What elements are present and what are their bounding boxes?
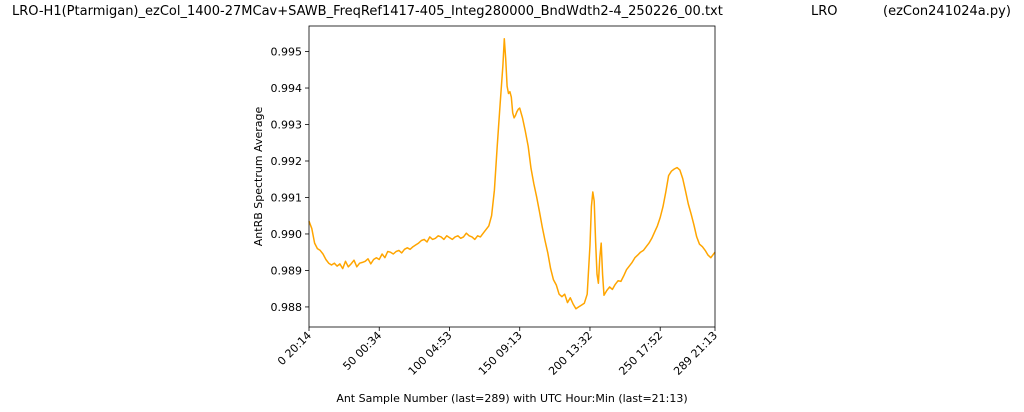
y-axis-label: AntRB Spectrum Average bbox=[252, 107, 265, 247]
y-tick-label: 0.995 bbox=[271, 46, 303, 59]
y-tick-label: 0.994 bbox=[271, 82, 303, 95]
chart-title-site: LRO bbox=[811, 4, 838, 19]
x-tick-label: 100 04:53 bbox=[406, 329, 455, 378]
plot-area bbox=[308, 25, 716, 328]
chart-title-script: (ezCon241024a.py) bbox=[883, 4, 1011, 19]
x-tick-label: 50 00:34 bbox=[340, 329, 384, 373]
y-tick-label: 0.993 bbox=[271, 119, 303, 132]
y-tick-label: 0.992 bbox=[271, 155, 303, 168]
x-axis: 0 20:14 50 00:34 100 04:53 150 09:13 200 13:… bbox=[275, 327, 720, 378]
x-tick-label: 289 21:13 bbox=[671, 329, 720, 378]
y-tick-label: 0.990 bbox=[271, 228, 303, 241]
x-tick-label: 150 09:13 bbox=[476, 329, 525, 378]
y-tick-label: 0.991 bbox=[271, 191, 303, 204]
series-line bbox=[308, 38, 716, 310]
x-tick-label: 0 20:14 bbox=[275, 329, 314, 368]
x-tick-label: 250 17:52 bbox=[616, 329, 665, 378]
y-axis: 0.988 0.989 0.990 0.991 0.992 0.993 0.994 0.995 bbox=[271, 46, 309, 314]
x-tick-label: 200 13:32 bbox=[546, 329, 595, 378]
y-tick-label: 0.988 bbox=[271, 301, 303, 314]
chart-title-filename: LRO-H1(Ptarmigan)_ezCol_1400-27MCav+SAWB… bbox=[12, 4, 723, 19]
y-tick-label: 0.989 bbox=[271, 264, 303, 277]
plot-frame bbox=[308, 25, 716, 328]
title-row: LRO-H1(Ptarmigan)_ezCol_1400-27MCav+SAWB… bbox=[0, 4, 1024, 24]
x-axis-label: Ant Sample Number (last=289) with UTC Ho… bbox=[336, 392, 687, 405]
